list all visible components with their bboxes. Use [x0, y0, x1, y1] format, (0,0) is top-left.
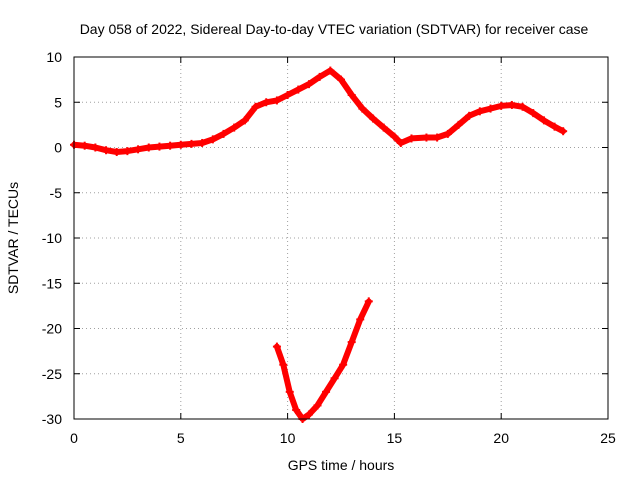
y-tick-label: 5 [54, 94, 62, 110]
data-point [518, 102, 527, 111]
data-point [187, 139, 196, 148]
data-point [155, 142, 164, 151]
data-point [285, 387, 294, 396]
data-point [279, 360, 288, 369]
data-point [208, 135, 217, 144]
data-point [272, 342, 281, 351]
data-point [390, 132, 399, 141]
data-point [313, 401, 322, 410]
data-point [396, 138, 405, 147]
x-tick-label: 25 [600, 430, 616, 446]
data-point [198, 138, 207, 147]
data-point [304, 410, 313, 419]
data-point [379, 123, 388, 132]
x-axis-label: GPS time / hours [288, 457, 395, 473]
axis-ticks: 0 5 10 15 20 25 -30 -25 -20 -15 -10 -5 0 5 10 [42, 49, 616, 446]
data-point [144, 143, 153, 152]
y-tick-label: -5 [50, 185, 63, 201]
x-tick-label: 5 [177, 430, 185, 446]
x-tick-label: 0 [70, 430, 78, 446]
data-point [443, 129, 452, 138]
data-point [166, 141, 175, 150]
data-point [322, 387, 331, 396]
data-point [294, 85, 303, 94]
data-point [475, 107, 484, 116]
data-point [91, 143, 100, 152]
y-tick-label: -15 [42, 275, 62, 291]
data-point [112, 148, 121, 157]
data-point [230, 123, 239, 132]
data-point [356, 315, 365, 324]
data-point [304, 80, 313, 89]
data-point [102, 146, 111, 155]
data-point [240, 116, 249, 125]
data-point [219, 129, 228, 138]
data-point [369, 114, 378, 123]
data-point [539, 116, 548, 125]
data-point [347, 91, 356, 100]
data-point [262, 98, 271, 107]
data-point [283, 91, 292, 100]
data-point [134, 145, 143, 154]
plot-frame [73, 56, 609, 420]
y-tick-label: -25 [42, 366, 62, 382]
data-point [422, 133, 431, 142]
data-point [358, 104, 367, 113]
series-lower-trace [273, 298, 372, 422]
y-tick-label: -10 [42, 230, 62, 246]
y-tick-label: 10 [46, 49, 62, 65]
x-tick-label: 10 [280, 430, 296, 446]
data-point [559, 127, 568, 136]
data-point [529, 109, 538, 118]
data-point [176, 140, 185, 149]
data-points [70, 66, 568, 423]
data-point [292, 405, 301, 414]
data-point [251, 102, 260, 111]
data-point [550, 122, 559, 131]
data-point [507, 100, 516, 109]
y-tick-label: 0 [54, 140, 62, 156]
data-point [123, 147, 132, 156]
x-tick-label: 20 [493, 430, 509, 446]
data-point [433, 133, 442, 142]
y-tick-label: -30 [42, 411, 62, 427]
data-point [486, 104, 495, 113]
data-point [337, 75, 345, 84]
data-point [364, 297, 373, 306]
data-point [80, 141, 89, 150]
data-point [339, 360, 348, 369]
y-axis-label: SDTVAR / TECUs [5, 182, 21, 294]
data-point [315, 72, 324, 81]
x-tick-label: 15 [387, 430, 403, 446]
data-point [497, 101, 506, 110]
data-point [454, 120, 463, 129]
data-point [465, 111, 474, 120]
data-point [347, 338, 356, 347]
data-point [330, 374, 339, 383]
data-point [407, 134, 416, 143]
data-point [272, 96, 281, 105]
chart-title: Day 058 of 2022, Sidereal Day-to-day VTE… [80, 21, 589, 37]
data-point [326, 66, 335, 75]
y-tick-label: -20 [42, 321, 62, 337]
